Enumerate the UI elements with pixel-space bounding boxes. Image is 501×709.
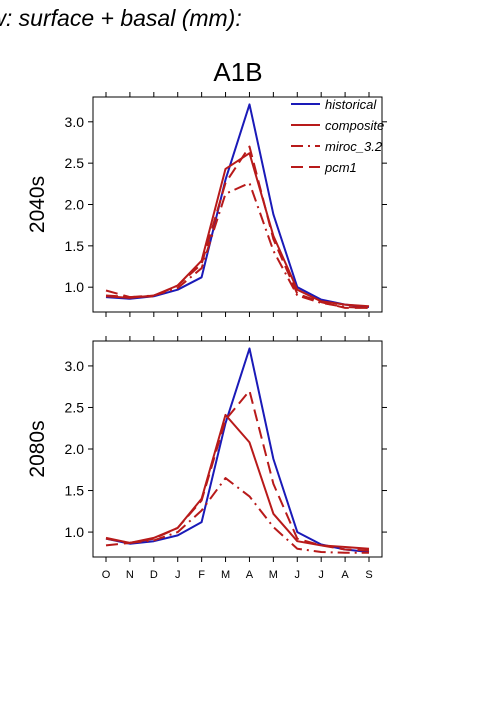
y-tick-label: 1.5 — [65, 483, 85, 499]
series-line-pcm1 — [105, 145, 369, 309]
series-line-miroc-3-2 — [105, 182, 370, 309]
x-tick-label: S — [365, 569, 372, 581]
panel-label: 2040s — [26, 176, 49, 233]
y-tick-label: 2.5 — [65, 155, 85, 171]
x-tick-label: J — [295, 569, 301, 581]
x-tick-label: N — [126, 569, 134, 581]
plot-frame — [92, 340, 383, 558]
chart-panel-2080s: 1.0 1.5 2.0 2.5 3.0 O N D J F M A M J J A S 2080s — [26, 336, 387, 581]
chart-panel-2040s: 1.0 1.5 2.0 2.5 3.0 2040s — [26, 92, 387, 317]
series-line-pcm1 — [105, 389, 370, 552]
x-tick-label: A — [341, 569, 349, 581]
series-line-composite — [105, 152, 370, 308]
x-tick-label: F — [198, 569, 205, 581]
legend-label: pcm1 — [324, 160, 357, 175]
x-tick-label: D — [150, 569, 158, 581]
y-tick-label: 3.0 — [65, 114, 85, 130]
series-line-historical — [105, 347, 370, 553]
x-tick-label: O — [102, 569, 111, 581]
y-tick-label: 1.0 — [65, 524, 85, 540]
legend-label: composite — [325, 118, 384, 133]
x-tick-label: M — [269, 569, 278, 581]
y-tick-label: 1.5 — [65, 238, 85, 254]
series-line-composite — [105, 413, 370, 550]
x-tick-label: M — [221, 569, 230, 581]
x-tick-label: J — [318, 569, 324, 581]
x-tick-label: J — [175, 569, 181, 581]
panel-label: 2080s — [26, 420, 49, 477]
y-tick-label: 1.0 — [65, 279, 85, 295]
chart-legend: historical composite miroc_3.2 pcm1 — [291, 97, 384, 175]
legend-label: miroc_3.2 — [325, 139, 383, 154]
figure-title: Total runoff / routed flow: surface + ba… — [0, 5, 242, 31]
series-line-miroc-3-2 — [105, 477, 369, 554]
legend-label: historical — [325, 97, 377, 112]
x-tick-label: A — [246, 569, 254, 581]
y-tick-label: 2.0 — [65, 441, 85, 457]
y-tick-label: 2.0 — [65, 197, 85, 213]
y-tick-label: 3.0 — [65, 358, 85, 374]
y-tick-label: 2.5 — [65, 399, 85, 415]
series-line-historical — [105, 103, 370, 308]
figure-subtitle: A1B — [213, 57, 262, 87]
